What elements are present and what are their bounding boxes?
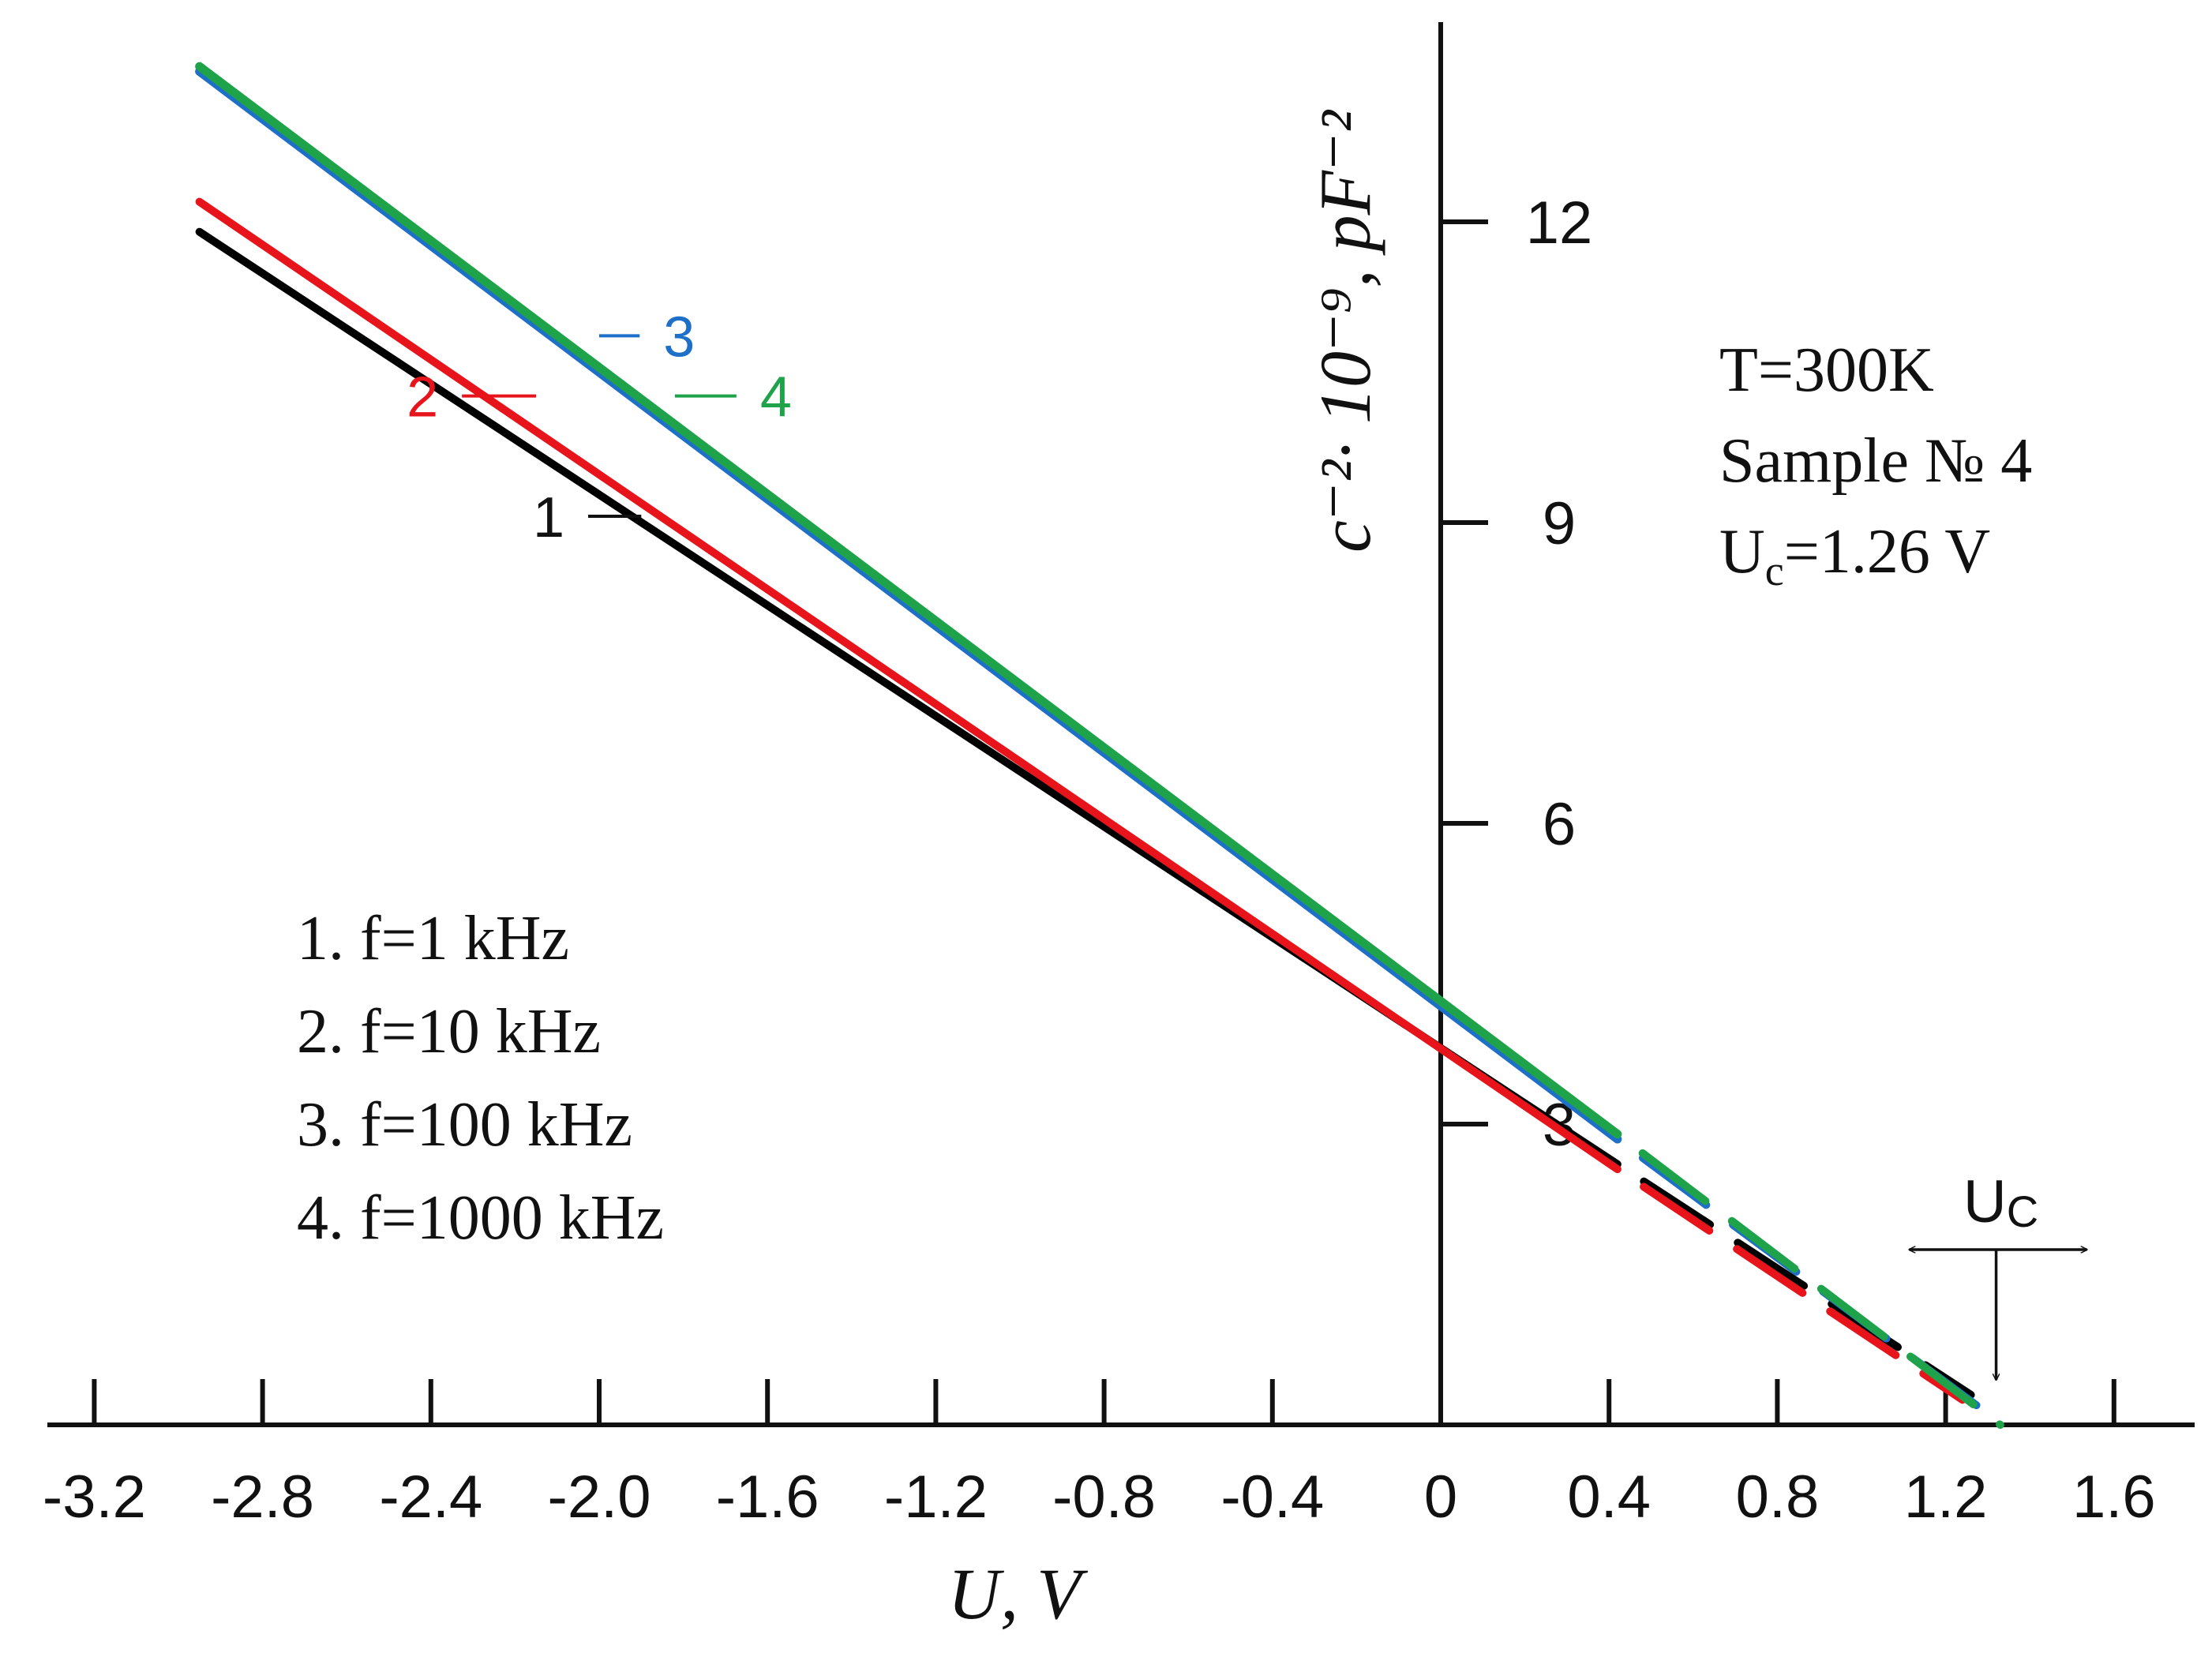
series-group [195, 62, 2004, 1429]
curve-label-4: 4 [760, 366, 792, 429]
x-axis-ticks: -3.2 -2.8 -2.4 -2.0 -1.6 -1.2 -0.8 -0.4 0 0.4 0.8 1… [43, 1379, 2156, 1531]
x-tick-label: -2.4 [379, 1464, 482, 1531]
x-tick-label: -2.0 [548, 1464, 651, 1531]
x-tick-label: 1.6 [2072, 1464, 2156, 1531]
legend: 1. f=1 kHz 2. f=10 kHz 3. f=100 kHz 4. f… [297, 904, 664, 1253]
series-4-line [195, 62, 1622, 1139]
y-axis-title: c⁻²· 10⁻⁹, pF⁻² [1305, 110, 1385, 553]
curve-label-3: 3 [663, 305, 695, 369]
legend-entry-2: 2. f=10 kHz [297, 997, 601, 1066]
y-tick-label: 9 [1543, 490, 1576, 557]
x-tick-label: -0.8 [1052, 1464, 1156, 1531]
info-block: T=300K Sample № 4 Uc=1.26 V [1719, 335, 2032, 594]
y-tick-label: 12 [1526, 189, 1593, 257]
curve-label-1: 1 [533, 486, 564, 549]
series-2-extrapolation [1613, 1165, 1966, 1404]
uc-marker-letter: U [1963, 1168, 2007, 1235]
temperature-label: T=300K [1719, 335, 1934, 405]
x-tick-label: -0.4 [1220, 1464, 1324, 1531]
uc-value-label: Uc=1.26 V [1719, 517, 1990, 594]
x-tick-label: -3.2 [43, 1464, 146, 1531]
x-tick-label: 0 [1424, 1464, 1457, 1531]
uc-value-subscript: c [1765, 547, 1784, 594]
curve-label-2: 2 [407, 366, 438, 429]
legend-entry-4: 4. f=1000 kHz [297, 1183, 664, 1253]
uc-marker-subscript: C [2007, 1186, 2038, 1236]
y-tick-label: 6 [1543, 791, 1576, 858]
uc-marker: UC [1910, 1168, 2087, 1380]
x-axis-title: U, V [948, 1554, 1089, 1634]
legend-entry-3: 3. f=100 kHz [297, 1090, 632, 1160]
legend-entry-1: 1. f=1 kHz [297, 904, 569, 973]
x-tick-label: 1.2 [1904, 1464, 1988, 1531]
uc-value-prefix: U [1719, 517, 1765, 587]
x-tick-label: 0.8 [1736, 1464, 1820, 1531]
x-tick-label: -2.8 [211, 1464, 314, 1531]
series-4-extrapolation [1613, 1130, 2004, 1429]
uc-value-number: =1.26 V [1784, 517, 1990, 587]
curve-labels: 1 2 3 4 [407, 305, 792, 549]
x-tick-label: 0.4 [1567, 1464, 1651, 1531]
x-tick-label: -1.6 [716, 1464, 819, 1531]
axes [47, 22, 2195, 1427]
uc-marker-label: UC [1963, 1168, 2038, 1236]
series-2-line [195, 197, 1622, 1174]
sample-label: Sample № 4 [1719, 426, 2032, 496]
series-1-extrapolation [1613, 1160, 1975, 1399]
x-tick-label: -1.2 [884, 1464, 988, 1531]
